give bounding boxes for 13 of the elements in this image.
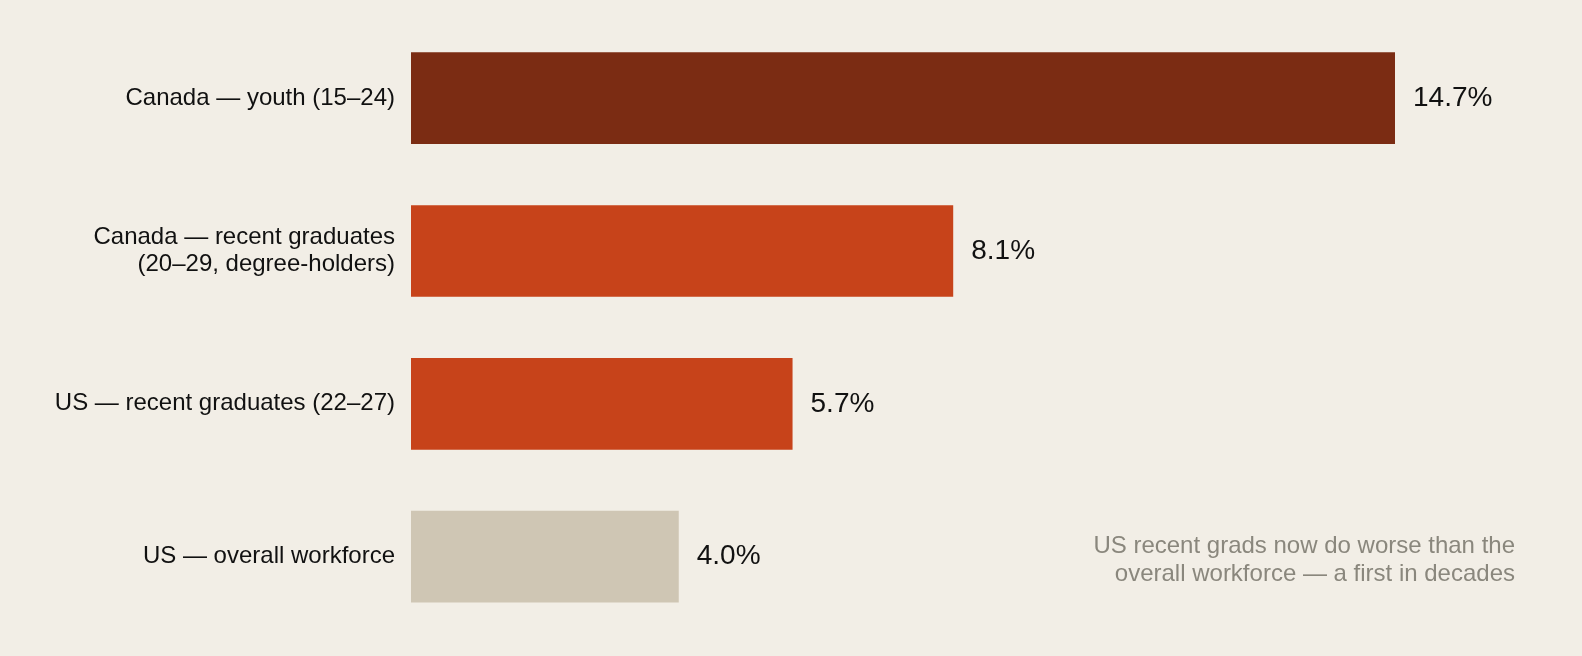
annotation: US recent grads now do worse than the overall workforce — a first in decades — [1093, 530, 1515, 586]
y-tick-label: US — overall workforce — [142, 541, 395, 569]
y-tick-label: Canada — youth (15–24) — [125, 82, 395, 110]
bar — [411, 357, 793, 450]
data-label: 4.0% — [696, 539, 761, 571]
bar — [411, 205, 954, 297]
bar — [411, 510, 679, 603]
data-label: 14.7% — [1413, 80, 1493, 112]
y-tick-label: US — recent graduates (22–27) — [54, 388, 395, 416]
y-tick-label: Canada — recent graduates (20–29, degree-holders) — [93, 221, 395, 277]
data-label: 5.7% — [810, 386, 875, 418]
data-label: 8.1% — [971, 233, 1036, 265]
bar — [411, 52, 1395, 145]
